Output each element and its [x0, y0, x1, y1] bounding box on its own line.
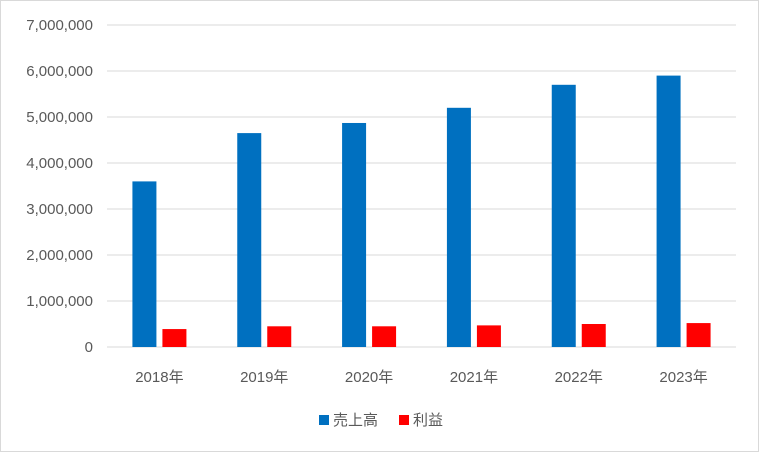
x-axis-ticks: 2018年 2019年 2020年 2021年 2022年 2023年: [135, 369, 708, 386]
bar-profit: [267, 326, 292, 347]
y-tick-label: 4,000,000: [26, 155, 93, 172]
bar-sales: [551, 84, 576, 348]
y-tick-label: 2,000,000: [26, 247, 93, 264]
bar-sales: [132, 181, 157, 347]
x-tick-label: 2019年: [240, 369, 288, 386]
y-axis-ticks: 0 1,000,000 2,000,000 3,000,000 4,000,000 5,0…: [26, 17, 93, 356]
x-tick-label: 2022年: [555, 369, 603, 386]
legend-label: 売上高: [333, 411, 378, 429]
legend: 売上高 利益: [319, 411, 443, 429]
x-tick-label: 2020年: [345, 369, 393, 386]
y-tick-label: 0: [85, 339, 93, 356]
bar-sales: [446, 107, 471, 347]
y-tick-label: 5,000,000: [26, 109, 93, 126]
x-tick-label: 2021年: [450, 369, 498, 386]
bar-sales: [656, 75, 681, 347]
x-tick-label: 2023年: [659, 369, 707, 386]
bars: [132, 75, 711, 348]
x-tick-label: 2018年: [135, 369, 183, 386]
bar-profit: [686, 323, 711, 347]
bar-sales: [237, 133, 262, 347]
legend-swatch: [399, 415, 409, 425]
y-tick-label: 3,000,000: [26, 201, 93, 218]
bar-profit: [581, 324, 606, 347]
bar-profit: [476, 325, 501, 347]
bar-sales: [342, 122, 367, 347]
y-tick-label: 7,000,000: [26, 17, 93, 34]
y-tick-label: 1,000,000: [26, 293, 93, 310]
gridlines: [107, 24, 736, 348]
legend-swatch: [319, 415, 329, 425]
y-tick-label: 6,000,000: [26, 63, 93, 80]
bar-profit: [372, 326, 397, 347]
legend-label: 利益: [413, 411, 443, 429]
bar-profit: [162, 329, 187, 347]
